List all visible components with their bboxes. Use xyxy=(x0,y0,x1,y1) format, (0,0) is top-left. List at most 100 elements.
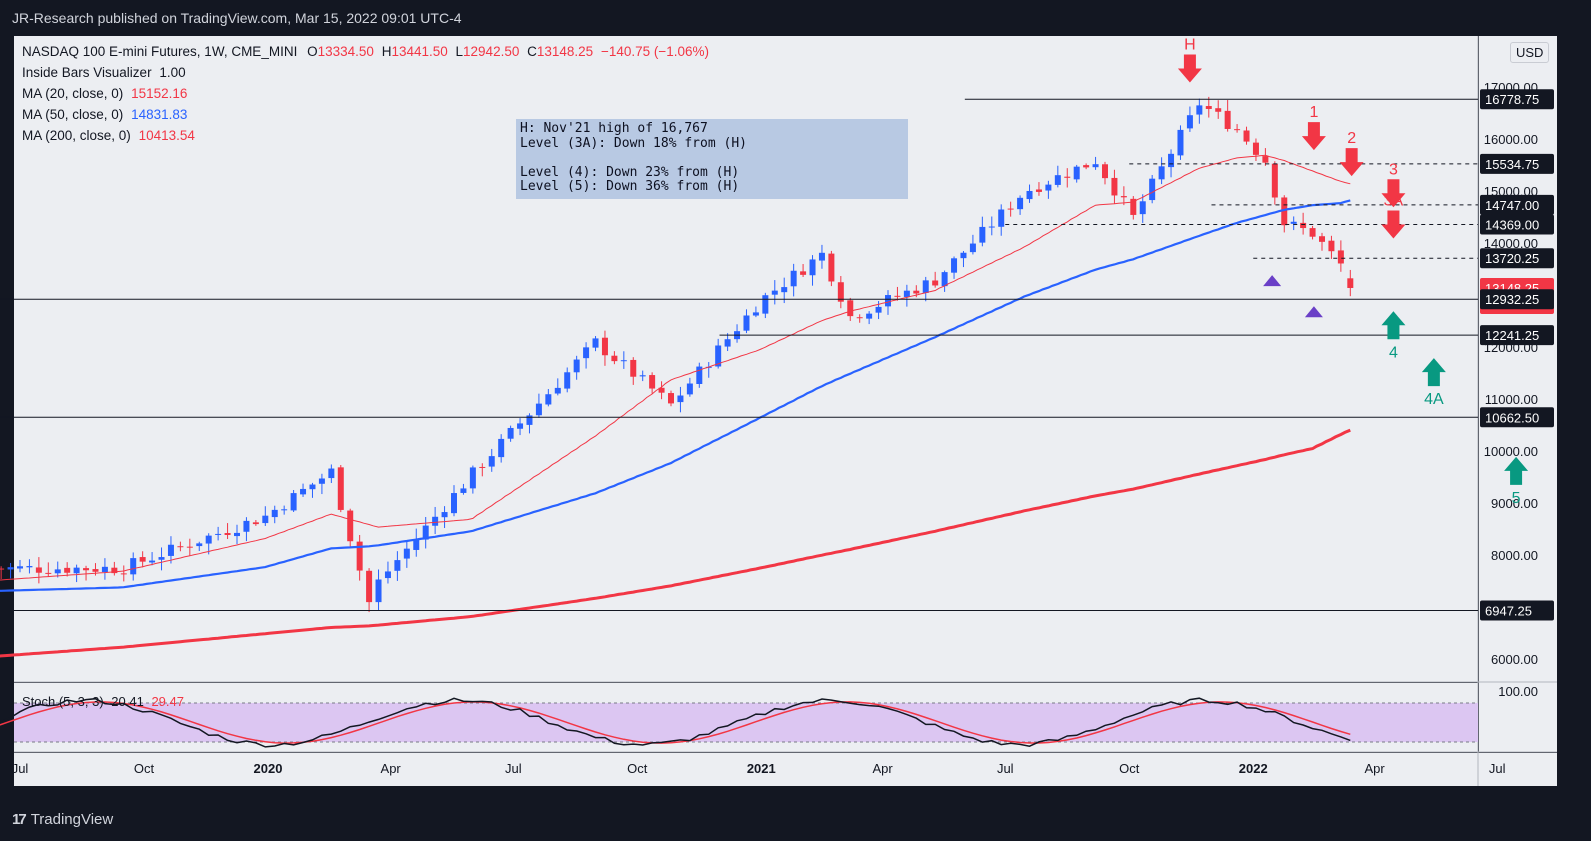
price-label-bg xyxy=(1480,194,1554,215)
candle xyxy=(988,216,995,236)
candle xyxy=(677,386,684,413)
candle-body xyxy=(781,287,788,293)
candle xyxy=(177,541,184,552)
legend-ma200[interactable]: MA (200, close, 0) 10413.54 xyxy=(22,128,195,143)
inside-bars-value: 1.00 xyxy=(159,65,186,80)
candle-body xyxy=(460,488,467,493)
candle xyxy=(1083,163,1090,170)
candle xyxy=(1158,157,1165,185)
ma20-value: 15152.16 xyxy=(131,86,188,101)
candle-body xyxy=(1309,228,1316,237)
candle-body xyxy=(1205,106,1212,109)
candle xyxy=(771,280,778,305)
candle xyxy=(17,560,23,573)
candle xyxy=(243,517,250,542)
y-tick-label: 6000.00 xyxy=(1491,652,1538,667)
publisher-bar: JR-Research published on TradingView.com… xyxy=(0,0,1591,38)
legend-ma50[interactable]: MA (50, close, 0) 14831.83 xyxy=(22,107,187,122)
candle xyxy=(837,276,844,309)
down-marker-label: 3 xyxy=(1389,161,1398,178)
candle-body xyxy=(1083,165,1090,168)
tradingview-logo-icon: 17 xyxy=(12,811,27,828)
candle xyxy=(1252,138,1259,161)
candle-body xyxy=(828,253,835,282)
currency-badge[interactable]: USD xyxy=(1510,42,1550,63)
time-axis[interactable] xyxy=(14,753,1557,786)
candle xyxy=(488,448,495,472)
candle xyxy=(1102,161,1108,185)
candle-body xyxy=(318,478,325,484)
price-label-text: 10662.50 xyxy=(1485,410,1539,425)
price-label-text: 14747.00 xyxy=(1485,198,1539,213)
ma50-label: MA (50, close, 0) xyxy=(22,107,124,122)
candle xyxy=(1205,96,1212,118)
candle xyxy=(790,263,797,297)
candle xyxy=(1196,98,1203,124)
candle-body xyxy=(1158,166,1165,180)
candle xyxy=(7,562,14,579)
candle xyxy=(1328,235,1335,259)
up-marker-label: 4A xyxy=(1424,391,1444,408)
candle xyxy=(1026,184,1033,203)
candle-body xyxy=(262,515,269,524)
candle-body xyxy=(1054,175,1061,185)
candle-body xyxy=(1092,164,1099,168)
candle-body xyxy=(526,415,533,425)
candle-body xyxy=(517,423,524,429)
candle xyxy=(564,367,571,393)
candle-body xyxy=(422,525,429,540)
candle-body xyxy=(1234,129,1241,131)
candle xyxy=(686,377,693,397)
candle xyxy=(856,314,863,323)
candle-body xyxy=(913,290,920,294)
purple-triangle-marker xyxy=(1304,306,1323,318)
legend-symbol-row: NASDAQ 100 E-mini Futures, 1W, CME_MINI … xyxy=(22,44,709,59)
candle-body xyxy=(941,272,948,287)
tradingview-logo[interactable]: 17 TradingView xyxy=(12,811,113,828)
candle xyxy=(951,256,958,279)
candle-body xyxy=(196,543,203,547)
candle-body xyxy=(1290,221,1297,224)
price-label-bg xyxy=(1480,248,1554,269)
candle-body xyxy=(951,258,958,273)
candle-body xyxy=(1215,108,1222,112)
candle xyxy=(601,330,608,366)
candle-body xyxy=(583,347,590,359)
candle-body xyxy=(696,366,703,385)
candle-body xyxy=(366,570,373,603)
price-level-label: 12932.25 xyxy=(1480,289,1554,310)
stoch-k-line xyxy=(0,697,1351,748)
candle-body xyxy=(686,383,693,395)
ohlc-h-label: H xyxy=(381,44,392,59)
candle xyxy=(83,565,90,581)
purple-triangle-marker xyxy=(1263,275,1282,287)
x-tick-label: Apr xyxy=(381,761,402,776)
legend-ma20[interactable]: MA (20, close, 0) 15152.16 xyxy=(22,86,187,101)
candle-body xyxy=(347,510,354,542)
legend-stoch[interactable]: Stoch (5, 3, 3) 20.41 29.47 xyxy=(22,694,184,709)
price-label-text: 14369.00 xyxy=(1485,218,1539,233)
y-tick-label: 14000.00 xyxy=(1484,236,1538,251)
candle xyxy=(469,465,476,494)
y-tick-label: 9000.00 xyxy=(1491,496,1538,511)
candle-body xyxy=(403,548,410,559)
candle xyxy=(752,306,759,318)
candle-body xyxy=(469,467,476,489)
candle-body xyxy=(762,295,769,314)
candle-body xyxy=(451,493,457,514)
candle-body xyxy=(922,280,929,293)
legend-inside-bars[interactable]: Inside Bars Visualizer 1.00 xyxy=(22,65,186,80)
candle xyxy=(413,528,420,557)
candle xyxy=(1234,124,1241,133)
x-tick-label: 2020 xyxy=(254,761,283,776)
price-level-label: 13720.25 xyxy=(1480,248,1554,269)
candle xyxy=(300,483,307,497)
candle xyxy=(630,357,637,385)
candle xyxy=(1073,164,1080,183)
price-level-label: 16778.75 xyxy=(1480,89,1554,110)
legend-symbol: NASDAQ 100 E-mini Futures, 1W, CME_MINI xyxy=(22,44,298,59)
candle-body xyxy=(649,375,656,389)
candle xyxy=(1309,225,1316,240)
candle xyxy=(1215,100,1222,119)
